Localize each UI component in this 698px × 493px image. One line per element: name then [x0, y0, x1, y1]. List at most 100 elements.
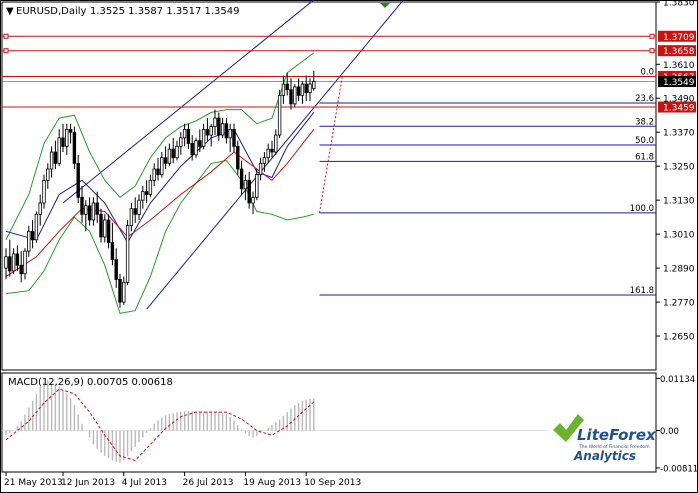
candle-body — [289, 89, 293, 105]
logo-brand: LiteForex — [577, 426, 657, 444]
candle-body — [84, 205, 88, 215]
candle-body — [232, 128, 236, 147]
symbol-label: EURUSD,Daily — [16, 6, 87, 17]
price-tick-label: 1.3610 — [663, 61, 695, 71]
candle-body — [118, 279, 122, 303]
fib-anchor-line — [319, 76, 343, 213]
candle-body — [236, 145, 240, 170]
candle-body — [255, 174, 259, 198]
candle-body — [125, 225, 130, 283]
candle-body — [205, 128, 210, 136]
candle-body — [80, 196, 84, 215]
macd-indicator: 0.01134 0.00 -0.00811 — [2, 375, 698, 474]
candle-body — [247, 179, 251, 204]
candle-body — [156, 168, 160, 176]
candle-body — [308, 83, 312, 93]
candle-body — [110, 242, 115, 261]
bollinger-upper-line — [5, 52, 315, 241]
time-tick-label: 4 Jul 2013 — [122, 478, 167, 488]
candle-body — [122, 281, 126, 303]
price-tick-label: 1.3370 — [663, 129, 695, 139]
candle-body — [167, 148, 172, 164]
level-handle-icon — [3, 33, 9, 39]
candle-body — [46, 168, 50, 181]
level-handle-icon — [649, 48, 655, 54]
fib-label: 61.8 — [635, 152, 654, 162]
price-marker-label: 1.3709 — [663, 33, 695, 43]
candle-body — [49, 151, 54, 170]
candle-body — [186, 128, 191, 144]
candle-body — [8, 256, 12, 272]
time-tick-label: 26 Jul 2013 — [183, 478, 234, 488]
channel-line-lower — [146, 0, 405, 310]
fib-label: 38.2 — [635, 117, 654, 127]
price-marker-badge — [658, 30, 696, 42]
level-handle-icon — [649, 33, 655, 39]
time-tick-label: 10 Sep 2013 — [304, 478, 361, 488]
price-panel-frame — [1, 1, 657, 371]
candle-body — [175, 145, 179, 159]
macd-panel-frame — [1, 372, 657, 473]
indicator-lines — [5, 52, 315, 314]
candle-body — [152, 168, 156, 181]
candle-body — [182, 128, 187, 139]
candle-body — [114, 259, 118, 280]
candle-body — [72, 131, 77, 164]
candle-body — [106, 219, 111, 244]
fib-label: 100.0 — [630, 204, 654, 214]
candle-body — [266, 148, 270, 159]
price-tick-label: 1.2770 — [663, 299, 695, 309]
candle-body — [99, 213, 103, 238]
price-header-icon: ▼ — [6, 6, 14, 17]
macd-label: MACD(12,26,9) — [8, 377, 84, 388]
candle-body — [160, 157, 164, 176]
candle-body — [312, 81, 316, 89]
candle-body — [163, 157, 168, 164]
candle-body — [201, 128, 206, 147]
liteforex-logo: LiteForex The World of Financial Freedom… — [548, 410, 657, 466]
candle-body — [148, 179, 153, 195]
fib-label: 0.0 — [640, 67, 654, 77]
candle-body — [251, 196, 255, 204]
candle-body — [270, 148, 274, 153]
candle-body — [15, 253, 20, 266]
candle-body — [30, 230, 35, 241]
trend-channel — [62, 0, 405, 310]
price-marker-label: 1.3658 — [663, 47, 695, 57]
price-tick-label: 1.3130 — [663, 197, 695, 207]
chart-shift-marker-icon[interactable] — [380, 3, 390, 8]
candle-body — [133, 208, 137, 215]
candle-body — [103, 219, 107, 238]
candle-body — [277, 95, 282, 136]
ohlc-values: 1.3525 1.3587 1.3517 1.3549 — [90, 6, 240, 17]
macd-tick-label: 0.01134 — [660, 375, 695, 385]
candle-body — [91, 202, 96, 221]
time-tick-label: 19 Aug 2013 — [243, 478, 301, 488]
candle-body — [129, 208, 134, 227]
candle-body — [213, 117, 217, 127]
candle-body — [262, 157, 267, 164]
macd-signal-line — [5, 388, 315, 462]
level-handle-icon — [3, 48, 9, 54]
candle-body — [38, 202, 42, 215]
candle-body — [57, 137, 61, 164]
candle-body — [137, 199, 141, 215]
time-tick-label: 12 Jun 2013 — [61, 478, 115, 488]
macd-tick-label: -0.00811 — [660, 464, 698, 474]
price-tick-label: 1.3250 — [663, 163, 695, 173]
price-tick-label: 1.3010 — [663, 231, 695, 241]
logo-sub: Analytics — [573, 449, 636, 463]
candle-body — [53, 151, 58, 164]
moving-average-red-line — [5, 129, 315, 278]
candle-body — [42, 179, 46, 204]
price-tick-label: 1.3490 — [663, 95, 695, 105]
logo-check-icon — [553, 414, 584, 442]
price-marker-badge — [658, 101, 696, 113]
candle-body — [217, 117, 221, 136]
candle-body — [34, 213, 39, 241]
fib-label: 23.6 — [635, 94, 654, 104]
candle-body — [171, 148, 175, 159]
candle-body — [4, 256, 8, 269]
